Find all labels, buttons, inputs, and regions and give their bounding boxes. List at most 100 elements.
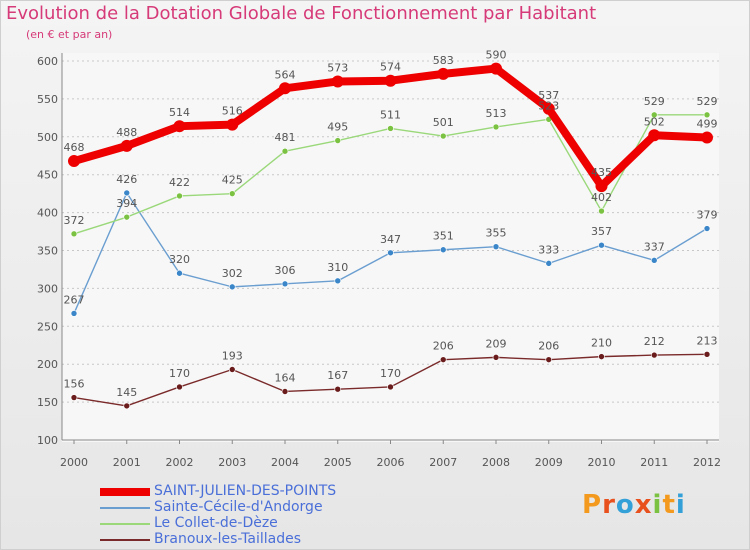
logo-letter: r <box>602 490 616 520</box>
data-label: 164 <box>275 371 296 384</box>
data-point <box>598 207 605 215</box>
x-tick-label: 2012 <box>693 456 721 469</box>
data-label: 193 <box>222 350 243 363</box>
data-label: 422 <box>169 176 190 189</box>
data-point <box>437 67 450 80</box>
data-point <box>70 310 78 317</box>
data-label: 435 <box>591 166 612 179</box>
data-point <box>228 283 236 291</box>
data-point <box>490 62 502 75</box>
data-label: 306 <box>275 264 296 277</box>
data-label: 156 <box>64 378 85 391</box>
data-point <box>70 394 78 401</box>
data-label: 310 <box>327 261 348 274</box>
data-point <box>123 402 131 410</box>
y-tick-label: 400 <box>37 207 58 220</box>
data-point <box>281 147 289 155</box>
legend-item: Sainte-Cécile-d'Andorge <box>100 499 360 516</box>
data-label: 514 <box>169 106 190 119</box>
data-label: 379 <box>697 209 718 222</box>
data-label: 513 <box>486 107 507 120</box>
data-label: 394 <box>116 197 137 210</box>
y-tick-label: 300 <box>37 282 58 295</box>
data-point <box>387 383 394 391</box>
data-point <box>70 230 78 238</box>
data-point <box>226 118 239 131</box>
data-label: 425 <box>222 174 243 187</box>
data-label: 347 <box>380 233 401 246</box>
data-label: 212 <box>644 335 665 348</box>
x-tick-label: 2002 <box>166 456 194 469</box>
data-label: 206 <box>433 340 454 353</box>
data-point <box>334 137 342 144</box>
data-point <box>334 385 342 393</box>
data-label: 529 <box>644 95 665 108</box>
data-point <box>384 74 397 87</box>
data-label: 573 <box>327 61 348 74</box>
data-point <box>545 356 553 363</box>
data-point <box>387 249 394 257</box>
data-label: 537 <box>538 89 559 102</box>
y-tick-label: 100 <box>37 434 58 447</box>
legend-item: Le Collet-de-Dèze <box>100 515 360 532</box>
data-point <box>123 213 131 221</box>
data-point <box>703 225 711 232</box>
logo-letter: o <box>615 490 635 520</box>
data-label: 357 <box>591 225 612 238</box>
data-label: 351 <box>433 230 454 243</box>
y-tick-label: 250 <box>37 320 58 333</box>
legend-swatch <box>100 507 150 509</box>
data-label: 499 <box>697 118 718 131</box>
data-label: 209 <box>486 337 507 350</box>
data-label: 426 <box>116 173 137 186</box>
data-point <box>279 82 291 95</box>
data-point <box>120 139 133 152</box>
data-point <box>703 111 711 119</box>
logo-letter: P <box>582 490 603 520</box>
y-tick-label: 150 <box>37 396 58 409</box>
data-point <box>650 351 658 359</box>
data-label: 213 <box>697 334 718 347</box>
data-point <box>123 189 131 197</box>
line-chart: 100 150 200 250 300 350 400 450 500 550 600 2000 200… <box>37 49 721 469</box>
data-point <box>331 75 344 88</box>
data-label: 481 <box>275 131 296 144</box>
data-point <box>228 366 236 373</box>
data-point <box>650 111 658 119</box>
legend-swatch <box>100 539 150 541</box>
x-tick-label: 2000 <box>60 456 88 469</box>
data-label: 523 <box>538 99 559 112</box>
data-label: 337 <box>644 240 665 253</box>
y-tick-label: 500 <box>37 131 58 144</box>
logo-letter: t <box>662 490 676 520</box>
data-label: 320 <box>169 253 190 266</box>
x-tick-label: 2005 <box>324 456 352 469</box>
x-tick-label: 2010 <box>588 456 616 469</box>
data-label: 529 <box>697 95 718 108</box>
data-label: 372 <box>64 214 85 227</box>
x-tick-label: 2001 <box>113 456 141 469</box>
data-label: 502 <box>644 115 665 128</box>
y-tick-label: 350 <box>37 245 58 258</box>
data-point <box>228 190 236 197</box>
data-label: 511 <box>380 108 401 121</box>
chart-subtitle: (en € et par an) <box>26 28 113 41</box>
data-label: 267 <box>64 293 85 306</box>
data-point <box>173 120 186 133</box>
data-point <box>439 356 447 363</box>
data-label: 170 <box>380 367 401 380</box>
data-label: 564 <box>275 68 296 81</box>
data-label: 170 <box>169 367 190 380</box>
logo-letter: i <box>675 490 686 520</box>
data-point <box>439 246 447 254</box>
data-label: 402 <box>591 191 612 204</box>
x-tick-label: 2003 <box>218 456 246 469</box>
data-point <box>176 192 183 200</box>
data-label: 516 <box>222 105 243 118</box>
legend-label: Sainte-Cécile-d'Andorge <box>154 499 323 515</box>
brand-logo: Proxiti <box>582 490 686 520</box>
data-point <box>68 155 80 168</box>
x-tick-label: 2011 <box>640 456 668 469</box>
data-point <box>545 260 553 267</box>
data-point <box>703 351 711 358</box>
